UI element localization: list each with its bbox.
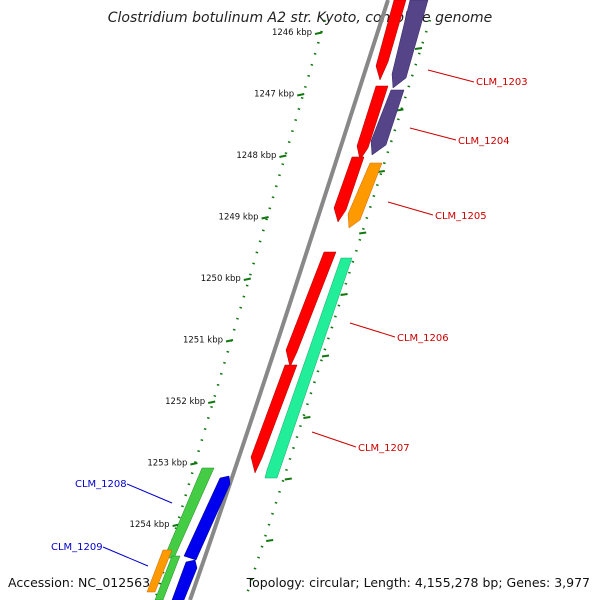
kbp-tick-label: 1249 kbp xyxy=(219,213,259,223)
connector-clm-1208 xyxy=(126,483,173,504)
genome-backbone xyxy=(188,0,390,600)
outer-ring-dash xyxy=(303,416,311,419)
kbp-tick-mark xyxy=(225,339,234,343)
outer-ring-dash xyxy=(359,231,367,235)
kbp-tick-label: 1248 kbp xyxy=(236,151,276,161)
kbp-tick-label: 1252 kbp xyxy=(165,397,205,407)
accession-text: Accession: NC_012563 xyxy=(8,575,150,590)
gene-arrow-red-4[interactable] xyxy=(285,251,337,368)
tick-ring-outer xyxy=(243,19,432,600)
kbp-tick-label: 1251 kbp xyxy=(183,336,223,346)
map-title: Clostridium botulinum A2 str. Kyoto, com… xyxy=(108,10,493,26)
kbp-tick-mark xyxy=(279,154,287,158)
gene-arrow-purple-2[interactable] xyxy=(370,89,405,156)
outer-ring-dash xyxy=(266,539,274,542)
outer-ring-dash xyxy=(414,47,423,50)
gene-arrow-orange-1[interactable] xyxy=(347,162,383,229)
gene-arrow-teal-1[interactable] xyxy=(264,257,353,479)
kbp-tick-label: 1247 kbp xyxy=(254,90,294,100)
kbp-tick-mark xyxy=(314,31,323,35)
outer-ring-dash xyxy=(321,354,330,358)
gene-label-clm-1206[interactable]: CLM_1206 xyxy=(397,333,449,344)
gene-arrow-red-3[interactable] xyxy=(333,156,365,223)
gene-label-clm-1203[interactable]: CLM_1203 xyxy=(476,77,528,88)
connector-clm-1206 xyxy=(349,322,396,338)
kbp-tick-mark xyxy=(261,216,269,220)
outer-ring-dash xyxy=(377,170,385,173)
connector-clm-1204 xyxy=(409,127,457,141)
gene-arrow-red-1[interactable] xyxy=(375,0,407,81)
gene-arrow-green-2[interactable] xyxy=(154,555,181,600)
kbp-tick-mark xyxy=(296,93,305,97)
connector-clm-1209 xyxy=(102,546,149,567)
gene-features xyxy=(146,0,429,600)
tick-ring-inner xyxy=(153,19,327,600)
gene-arrow-red-2[interactable] xyxy=(356,85,389,161)
kbp-tick-label: 1250 kbp xyxy=(201,274,241,284)
gene-label-clm-1209[interactable]: CLM_1209 xyxy=(51,542,103,553)
kbp-tick-label: 1254 kbp xyxy=(130,520,170,530)
kbp-tick-label: 1246 kbp xyxy=(272,28,312,38)
kbp-tick-label: 1253 kbp xyxy=(147,459,187,469)
topology-summary-text: Topology: circular; Length: 4,155,278 bp… xyxy=(246,575,590,590)
gene-arrow-orange-2[interactable] xyxy=(146,549,173,593)
outer-ring-dash xyxy=(284,477,292,481)
label-connectors xyxy=(102,69,475,567)
kbp-tick-mark xyxy=(190,462,198,466)
kbp-tick-mark xyxy=(207,400,216,404)
connector-clm-1207 xyxy=(311,431,357,448)
gene-label-clm-1208[interactable]: CLM_1208 xyxy=(75,479,127,490)
gene-label-clm-1204[interactable]: CLM_1204 xyxy=(458,136,510,147)
connector-clm-1205 xyxy=(387,201,434,216)
kbp-tick-mark xyxy=(243,277,252,281)
gene-arrow-blue-2[interactable] xyxy=(171,559,198,600)
outer-ring-dash xyxy=(340,293,348,296)
connector-clm-1203 xyxy=(427,69,475,83)
gene-arrow-red-5[interactable] xyxy=(250,364,298,474)
gene-arrow-blue-1[interactable] xyxy=(183,475,231,561)
gene-label-clm-1205[interactable]: CLM_1205 xyxy=(435,211,487,222)
gene-label-clm-1207[interactable]: CLM_1207 xyxy=(358,443,410,454)
gene-arrow-purple-1[interactable] xyxy=(391,0,429,89)
